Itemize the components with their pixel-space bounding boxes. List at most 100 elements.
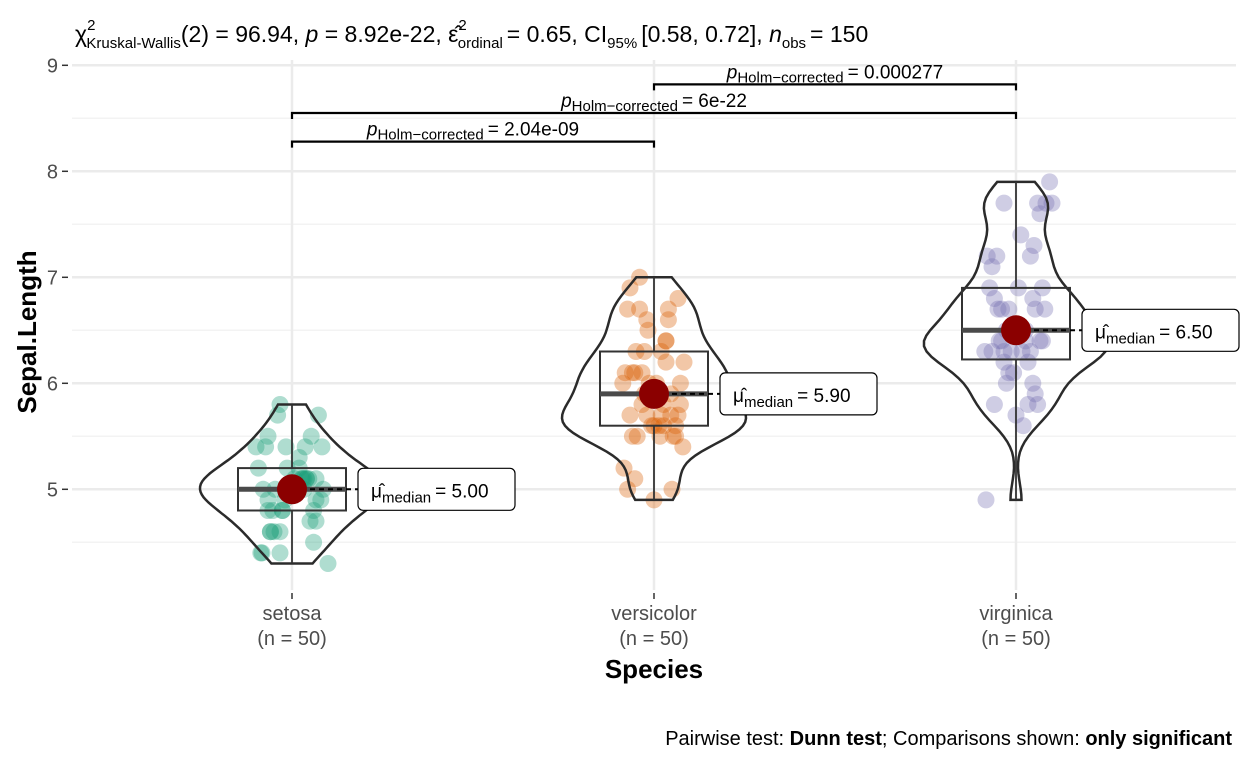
box xyxy=(599,350,709,427)
data-point xyxy=(271,523,289,541)
data-point xyxy=(1037,194,1055,212)
data-point xyxy=(1021,247,1039,265)
median-label: μ̂median = 5.00 xyxy=(357,467,516,511)
median-label-box xyxy=(357,467,516,511)
data-point xyxy=(312,491,330,509)
data-point xyxy=(1031,332,1049,350)
data-point xyxy=(638,311,656,329)
bracket-line xyxy=(290,111,1018,119)
y-axis: 5 6 7 8 9 xyxy=(47,55,68,501)
median-point xyxy=(639,378,669,409)
data-point xyxy=(319,555,337,572)
data-point xyxy=(989,300,1007,318)
data-point xyxy=(659,300,677,318)
y-tick-label: 9 xyxy=(47,55,58,77)
data-point xyxy=(1024,290,1042,307)
data-point xyxy=(1000,364,1018,382)
data-point xyxy=(307,512,325,530)
data-point xyxy=(296,438,314,456)
data-point xyxy=(997,374,1015,392)
bracket-label: pHolm−corrected = 6e-22 xyxy=(560,91,747,115)
median-label-text: μ̂median = 5.00 xyxy=(371,481,489,506)
data-point xyxy=(261,523,279,541)
group-versicolor xyxy=(560,268,748,509)
data-point xyxy=(290,449,308,466)
data-point xyxy=(1036,300,1054,318)
group-setosa xyxy=(198,396,386,572)
y-tick-label: 6 xyxy=(47,373,58,395)
data-point xyxy=(1031,205,1049,223)
data-point xyxy=(671,396,689,413)
group-virginica xyxy=(922,173,1110,509)
data-point xyxy=(247,438,265,456)
pairwise-comparisons: pHolm−corrected = 0.000277 pHolm−corrected… xyxy=(290,62,1018,148)
median-label-box xyxy=(1081,308,1240,352)
y-tick-label: 5 xyxy=(47,479,58,501)
median-point xyxy=(277,474,307,505)
violin xyxy=(922,180,1110,502)
data-point xyxy=(619,300,637,318)
x-axis: setosa (n = 50) versicolor (n = 50) virginic… xyxy=(257,593,1054,650)
y-tick-label: 7 xyxy=(47,267,58,289)
data-point xyxy=(674,438,692,456)
data-point xyxy=(631,300,649,318)
data-point xyxy=(977,491,995,509)
data-point xyxy=(985,290,1003,307)
data-point xyxy=(657,353,675,371)
median-labels: μ̂median = 5.00 μ̂median = 5.90 μ̂median = 6.… xyxy=(357,308,1240,511)
data-point xyxy=(1033,332,1051,350)
data-point xyxy=(1012,226,1030,244)
data-point xyxy=(302,427,320,445)
data-point xyxy=(1026,385,1044,403)
data-point xyxy=(1026,300,1044,318)
comparison-bracket: pHolm−corrected = 2.04e-09 xyxy=(290,120,656,148)
data-point xyxy=(995,353,1013,371)
comparison-bracket: pHolm−corrected = 6e-22 xyxy=(290,91,1018,119)
data-point xyxy=(1025,237,1043,254)
data-point xyxy=(616,364,634,382)
x-axis-title: Species xyxy=(605,654,703,684)
data-point xyxy=(305,533,323,551)
data-point xyxy=(669,290,687,307)
data-point xyxy=(265,523,283,541)
data-point xyxy=(307,491,325,509)
subtitle: χ2 Kruskal-Wallis(2) = 96.94, p = 8.92e-2… xyxy=(75,17,868,52)
data-point xyxy=(626,470,644,488)
data-point xyxy=(651,427,669,445)
median-label: μ̂median = 5.90 xyxy=(719,372,878,416)
data-point xyxy=(259,427,277,445)
data-point xyxy=(664,427,682,445)
data-point xyxy=(277,438,295,456)
data-point xyxy=(652,406,670,424)
bracket-label: pHolm−corrected = 2.04e-09 xyxy=(366,120,579,144)
data-point xyxy=(669,406,687,424)
y-axis-title: Sepal.Length xyxy=(12,250,42,413)
data-point xyxy=(657,332,675,350)
comparison-bracket: pHolm−corrected = 0.000277 xyxy=(652,62,1018,91)
data-point xyxy=(257,438,275,456)
data-point xyxy=(985,396,1003,413)
data-point xyxy=(1024,374,1042,392)
data-point xyxy=(628,427,646,445)
data-point xyxy=(983,343,1001,360)
data-point xyxy=(261,523,279,541)
x-tick-label: virginica xyxy=(979,603,1053,625)
bracket-line xyxy=(290,140,656,148)
data-point xyxy=(623,427,641,445)
median-label-box xyxy=(719,372,878,416)
bracket-label: pHolm−corrected = 0.000277 xyxy=(726,62,944,86)
data-point xyxy=(1019,353,1037,371)
caption: Pairwise test: Dunn test; Comparisons sh… xyxy=(665,728,1232,750)
data-point xyxy=(995,343,1013,360)
data-point xyxy=(614,374,632,392)
x-tick-label: versicolor xyxy=(611,603,697,625)
data-point xyxy=(1019,396,1037,413)
data-point xyxy=(638,406,656,424)
data-point xyxy=(633,364,651,382)
x-tick-count: (n = 50) xyxy=(619,628,688,650)
x-tick-count: (n = 50) xyxy=(257,628,326,650)
data-point xyxy=(1014,417,1032,435)
data-point xyxy=(988,247,1006,265)
data-point xyxy=(623,364,641,382)
